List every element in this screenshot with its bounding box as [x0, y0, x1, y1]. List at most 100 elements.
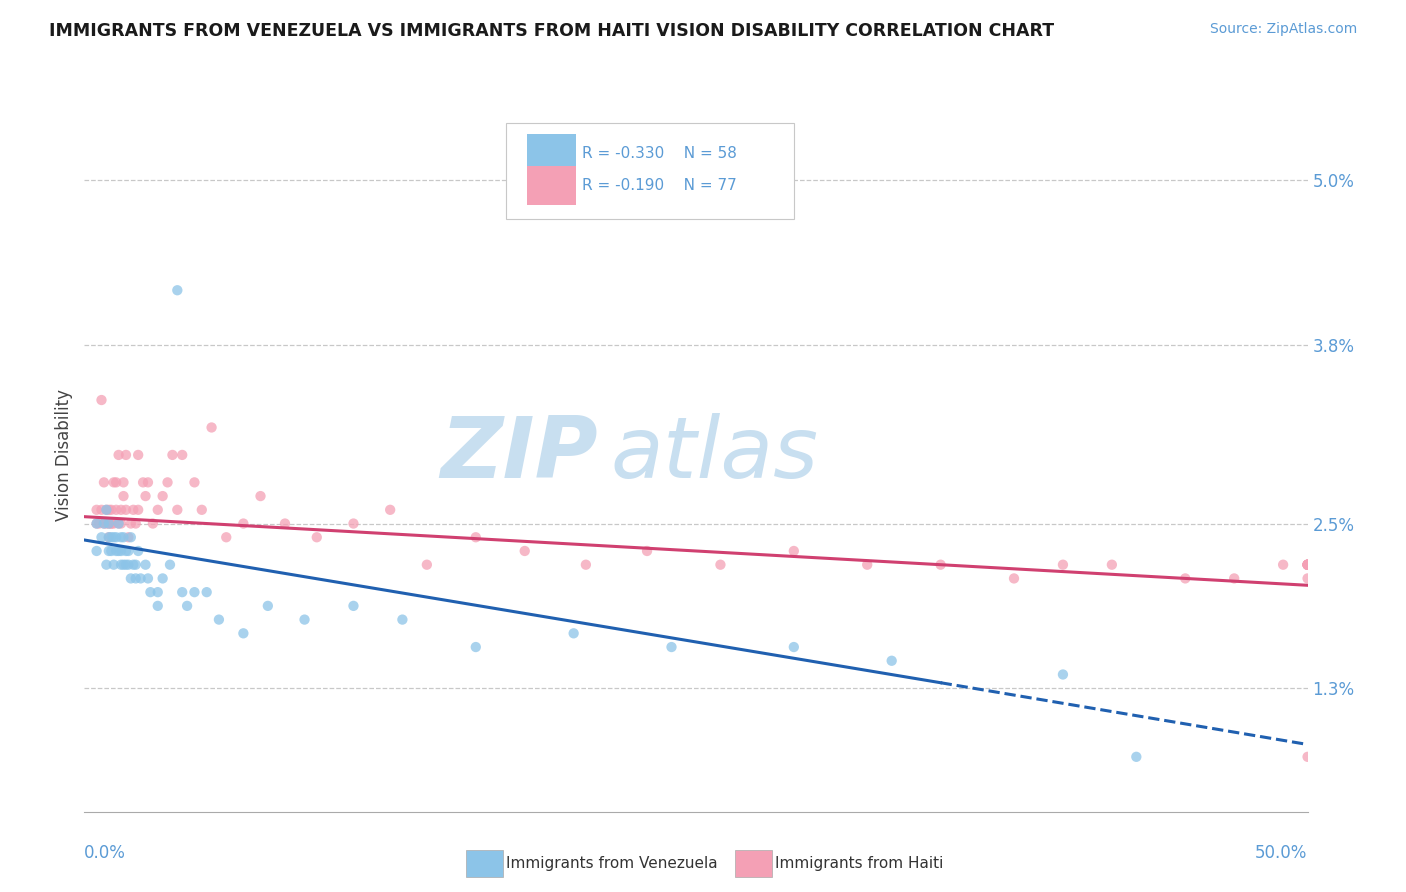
Text: R = -0.330    N = 58: R = -0.330 N = 58	[582, 146, 737, 161]
Point	[1296, 749, 1319, 764]
Point	[135, 489, 157, 503]
Point	[112, 475, 135, 490]
Text: Source: ZipAtlas.com: Source: ZipAtlas.com	[1209, 22, 1357, 37]
Point	[97, 544, 120, 558]
Point	[1296, 571, 1319, 585]
Point	[86, 516, 108, 531]
Point	[416, 558, 439, 572]
Point	[105, 503, 128, 517]
Point	[172, 585, 194, 599]
Point	[127, 503, 149, 517]
Point	[232, 516, 254, 531]
Point	[464, 530, 486, 544]
Point	[661, 640, 683, 654]
Point	[636, 544, 658, 558]
Point	[103, 475, 125, 490]
Point	[146, 585, 169, 599]
Point	[127, 448, 149, 462]
Point	[100, 530, 122, 544]
Point	[110, 530, 132, 544]
Point	[929, 558, 952, 572]
Point	[146, 503, 169, 517]
Point	[100, 503, 122, 517]
Point	[103, 516, 125, 531]
FancyBboxPatch shape	[506, 123, 794, 219]
Point	[86, 503, 108, 517]
Point	[129, 571, 152, 585]
Point	[136, 475, 159, 490]
Point	[1052, 558, 1074, 572]
Point	[100, 516, 122, 531]
Point	[127, 544, 149, 558]
Point	[117, 544, 139, 558]
Point	[166, 283, 188, 297]
Point	[107, 516, 129, 531]
Point	[112, 558, 135, 572]
Point	[97, 530, 120, 544]
Point	[96, 503, 118, 517]
Point	[391, 613, 413, 627]
FancyBboxPatch shape	[735, 849, 772, 877]
Point	[125, 558, 148, 572]
Point	[97, 530, 120, 544]
Point	[125, 516, 148, 531]
Point	[120, 530, 142, 544]
Point	[96, 503, 118, 517]
Point	[1296, 558, 1319, 572]
Point	[156, 475, 179, 490]
Point	[105, 544, 128, 558]
Text: ZIP: ZIP	[440, 413, 598, 497]
Point	[115, 558, 138, 572]
Point	[87, 516, 110, 531]
Point	[464, 640, 486, 654]
Point	[142, 516, 165, 531]
Point	[513, 544, 536, 558]
Point	[105, 475, 128, 490]
Point	[100, 544, 122, 558]
Point	[1101, 558, 1123, 572]
Point	[86, 516, 108, 531]
Point	[90, 503, 112, 517]
Point	[103, 558, 125, 572]
Point	[146, 599, 169, 613]
Point	[274, 516, 297, 531]
Point	[110, 558, 132, 572]
Point	[97, 503, 120, 517]
Point	[122, 558, 145, 572]
Point	[110, 516, 132, 531]
Point	[1002, 571, 1025, 585]
Point	[115, 544, 138, 558]
Point	[575, 558, 598, 572]
Point	[783, 640, 806, 654]
Point	[1296, 558, 1319, 572]
Point	[249, 489, 271, 503]
Point	[135, 558, 157, 572]
Point	[1174, 571, 1197, 585]
Point	[93, 516, 115, 531]
Point	[90, 530, 112, 544]
Point	[200, 420, 222, 434]
Point	[215, 530, 238, 544]
Point	[152, 571, 174, 585]
Point	[93, 516, 115, 531]
Point	[183, 585, 205, 599]
Point	[380, 503, 402, 517]
Point	[110, 544, 132, 558]
Point	[1296, 558, 1319, 572]
Text: IMMIGRANTS FROM VENEZUELA VS IMMIGRANTS FROM HAITI VISION DISABILITY CORRELATION: IMMIGRANTS FROM VENEZUELA VS IMMIGRANTS …	[49, 22, 1054, 40]
Text: 0.0%: 0.0%	[84, 844, 127, 862]
Point	[1125, 749, 1147, 764]
Point	[96, 558, 118, 572]
Point	[1296, 558, 1319, 572]
Point	[342, 516, 364, 531]
Point	[305, 530, 328, 544]
FancyBboxPatch shape	[527, 134, 576, 173]
Point	[183, 475, 205, 490]
Point	[115, 448, 138, 462]
Point	[166, 503, 188, 517]
Point	[107, 448, 129, 462]
Text: 50.0%: 50.0%	[1256, 844, 1308, 862]
Text: atlas: atlas	[610, 413, 818, 497]
Point	[1272, 558, 1295, 572]
Point	[1296, 558, 1319, 572]
